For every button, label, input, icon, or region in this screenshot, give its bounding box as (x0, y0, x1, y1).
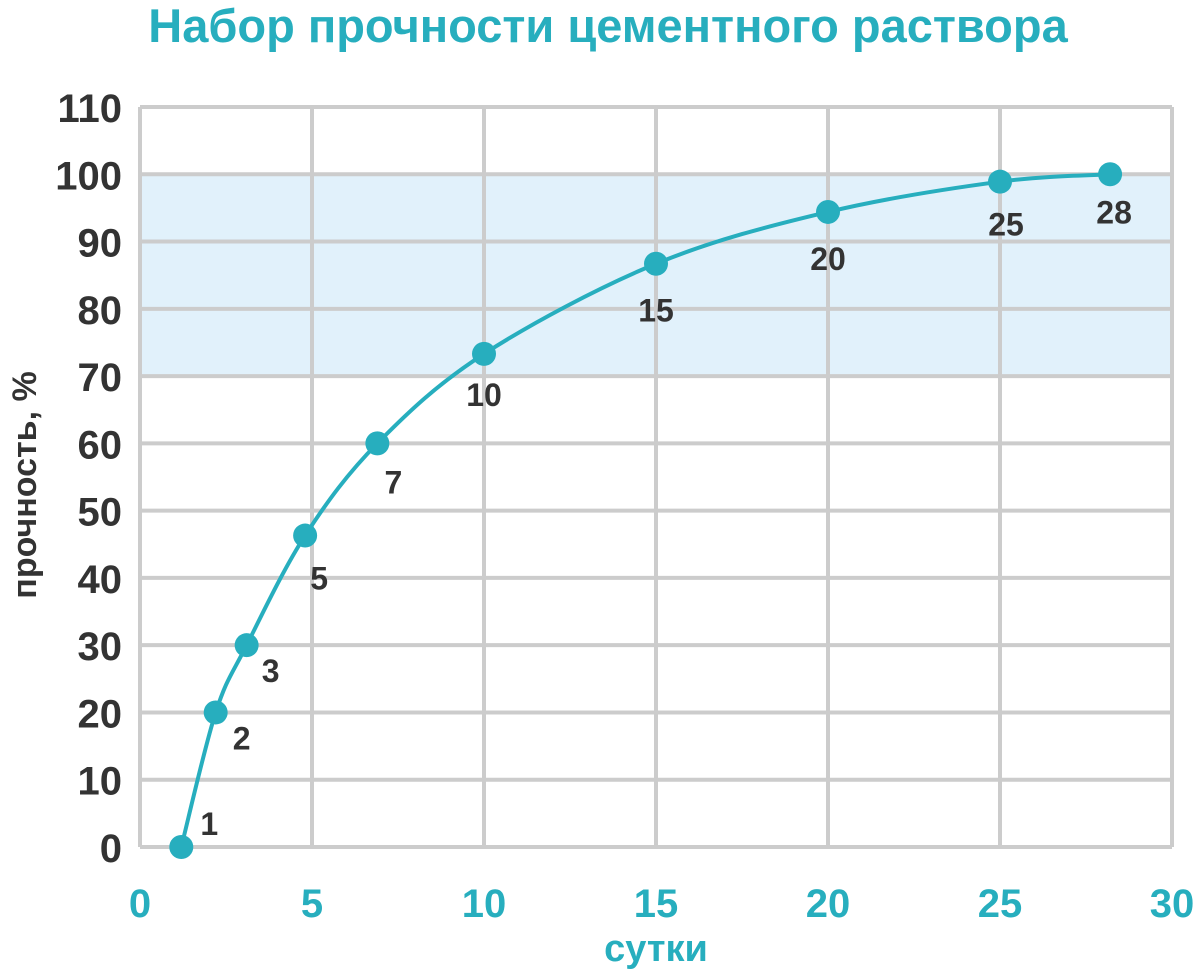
data-label-3: 3 (262, 653, 280, 689)
y-tick-label-100: 100 (55, 154, 122, 198)
x-tick-label-25: 25 (978, 882, 1023, 926)
y-tick-label-40: 40 (78, 558, 123, 602)
x-axis-label: сутки (604, 928, 708, 970)
data-point-1 (169, 835, 194, 859)
y-tick-label-0: 0 (100, 827, 122, 871)
data-label-2: 2 (233, 720, 251, 756)
data-label-1: 1 (200, 806, 218, 842)
x-tick-label-10: 10 (462, 882, 507, 926)
x-axis-tick-labels: 0 5 10 15 20 25 30 (129, 882, 1194, 926)
data-label-20: 20 (810, 241, 846, 277)
data-labels: 1 23 5 7 10 15 20 25 28 (200, 194, 1131, 842)
data-points (169, 162, 1123, 859)
series-line (179, 172, 1111, 848)
data-point-25 (988, 169, 1012, 194)
data-label-25: 25 (988, 207, 1024, 243)
y-tick-label-80: 80 (78, 289, 123, 333)
data-point-15 (644, 251, 668, 276)
data-point-3 (234, 633, 259, 658)
y-tick-label-20: 20 (78, 692, 123, 736)
x-tick-label-20: 20 (806, 882, 851, 926)
data-point-10 (472, 341, 496, 366)
y-tick-label-50: 50 (78, 491, 123, 535)
data-label-7: 7 (384, 464, 402, 500)
chart-title: Набор прочности цементного раствора (148, 0, 1068, 52)
data-label-15: 15 (638, 293, 674, 329)
x-tick-label-0: 0 (129, 882, 151, 926)
data-label-28: 28 (1096, 194, 1132, 230)
x-tick-label-30: 30 (1150, 882, 1195, 926)
y-tick-label-30: 30 (78, 625, 123, 669)
y-tick-label-10: 10 (78, 760, 123, 804)
data-point-20 (816, 199, 840, 224)
y-tick-label-90: 90 (78, 222, 123, 266)
x-tick-label-15: 15 (634, 882, 679, 926)
y-tick-label-60: 60 (78, 423, 123, 467)
data-point-5 (293, 523, 318, 548)
y-axis-label: прочность, % (6, 371, 44, 598)
y-axis-tick-labels: 0 10 20 30 40 50 60 70 80 90 100 110 (55, 87, 122, 871)
data-label-10: 10 (466, 377, 502, 413)
data-point-7 (365, 431, 390, 456)
y-tick-label-110: 110 (57, 87, 122, 131)
data-point-2 (203, 700, 228, 725)
x-tick-label-5: 5 (301, 882, 323, 926)
y-tick-label-70: 70 (78, 356, 123, 400)
data-point-28 (1098, 162, 1123, 187)
data-label-5: 5 (310, 561, 328, 597)
